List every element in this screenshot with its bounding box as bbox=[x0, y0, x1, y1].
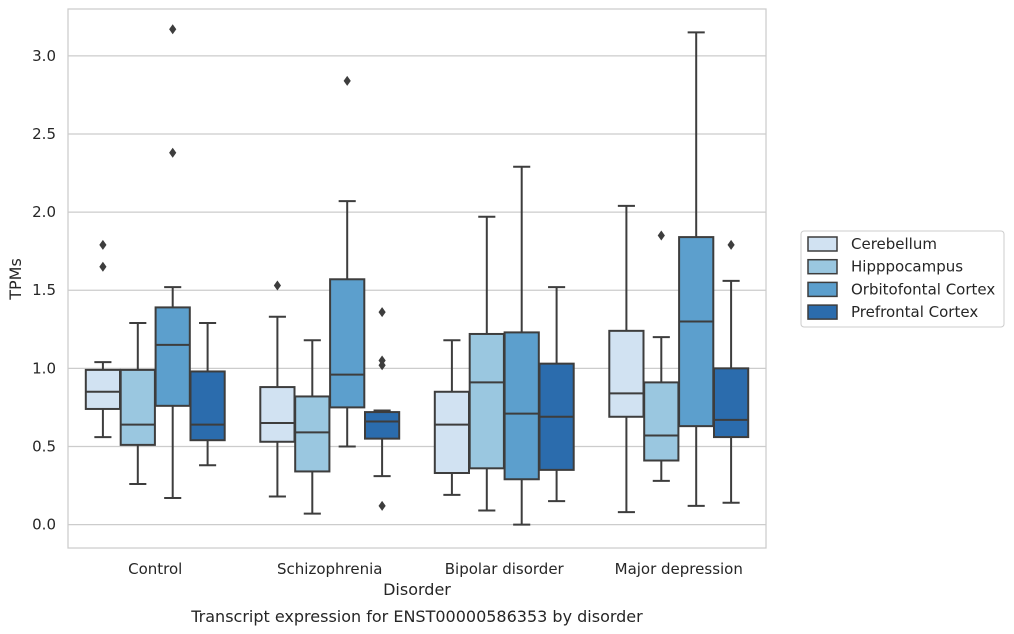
y-tick-label: 0.5 bbox=[32, 437, 56, 455]
outlier-point bbox=[99, 261, 107, 272]
y-tick-labels: 0.0 0.5 1.0 1.5 2.0 2.5 3.0 bbox=[32, 47, 56, 534]
box-group bbox=[119, 322, 156, 485]
legend-label: Hipppocampus bbox=[851, 258, 963, 276]
legend-swatch bbox=[807, 236, 838, 252]
box bbox=[84, 368, 122, 410]
box bbox=[712, 367, 750, 439]
box bbox=[643, 381, 680, 462]
outlier-point bbox=[378, 355, 386, 366]
y-tick-label: 1.0 bbox=[32, 359, 56, 377]
outlier-point bbox=[343, 75, 351, 86]
box bbox=[363, 411, 401, 440]
legend-swatch bbox=[807, 304, 838, 320]
y-tick-label: 2.5 bbox=[32, 125, 56, 143]
x-tick-labels: Control Schizophrenia Bipolar disorder Majo… bbox=[128, 560, 743, 578]
box-group bbox=[329, 75, 366, 448]
box-group bbox=[678, 31, 715, 507]
legend-swatch bbox=[807, 258, 838, 275]
y-axis-label: TPMs bbox=[6, 258, 25, 301]
box-group bbox=[363, 307, 401, 511]
legend-label: Orbitofontal Cortex bbox=[851, 280, 995, 298]
box bbox=[189, 370, 226, 442]
box bbox=[294, 395, 331, 473]
box-group bbox=[154, 24, 191, 500]
box bbox=[608, 329, 645, 418]
outlier-point bbox=[378, 307, 386, 318]
box-group bbox=[433, 339, 471, 496]
box bbox=[678, 236, 715, 428]
legend-label: Prefrontal Cortex bbox=[851, 303, 978, 321]
outlier-point bbox=[99, 239, 107, 250]
box-group bbox=[84, 239, 122, 439]
chart-caption: Transcript expression for ENST0000058635… bbox=[190, 607, 643, 626]
y-tick-label: 3.0 bbox=[32, 47, 56, 65]
plot-frame bbox=[67, 8, 767, 549]
legend-swatch bbox=[807, 281, 838, 298]
box bbox=[503, 331, 540, 481]
outlier-point bbox=[727, 239, 735, 250]
x-axis-label: Disorder bbox=[383, 580, 451, 599]
box-group bbox=[468, 215, 505, 512]
box bbox=[433, 390, 471, 475]
legend-frame bbox=[800, 230, 1005, 328]
box-group bbox=[643, 230, 680, 482]
box-group bbox=[294, 339, 331, 515]
x-tick-label: Bipolar disorder bbox=[445, 560, 565, 578]
outlier-point bbox=[378, 500, 386, 511]
y-tick-label: 2.0 bbox=[32, 203, 56, 221]
x-tick-label: Schizophrenia bbox=[277, 560, 382, 578]
box-group bbox=[503, 165, 540, 526]
box-group bbox=[608, 204, 645, 514]
x-tick-label: Major depression bbox=[615, 560, 743, 578]
y-tick-label: 0.0 bbox=[32, 516, 56, 534]
box-group bbox=[259, 280, 296, 498]
outlier-point bbox=[273, 280, 281, 291]
y-tick-label: 1.5 bbox=[32, 281, 56, 299]
outlier-point bbox=[657, 230, 665, 241]
box bbox=[154, 306, 191, 407]
legend-label: Cerebellum bbox=[851, 235, 937, 253]
box bbox=[119, 368, 156, 446]
box-group bbox=[189, 322, 226, 467]
legend: Cerebellum Hipppocampus Orbitofontal Corte… bbox=[800, 230, 1005, 328]
box bbox=[329, 278, 366, 409]
box-series bbox=[84, 24, 750, 526]
outlier-point bbox=[169, 147, 177, 158]
x-tick-label: Control bbox=[128, 560, 182, 578]
box bbox=[259, 386, 296, 443]
box-group bbox=[712, 239, 750, 504]
box-group bbox=[538, 286, 575, 503]
outlier-point bbox=[169, 24, 177, 35]
box bbox=[468, 332, 505, 470]
